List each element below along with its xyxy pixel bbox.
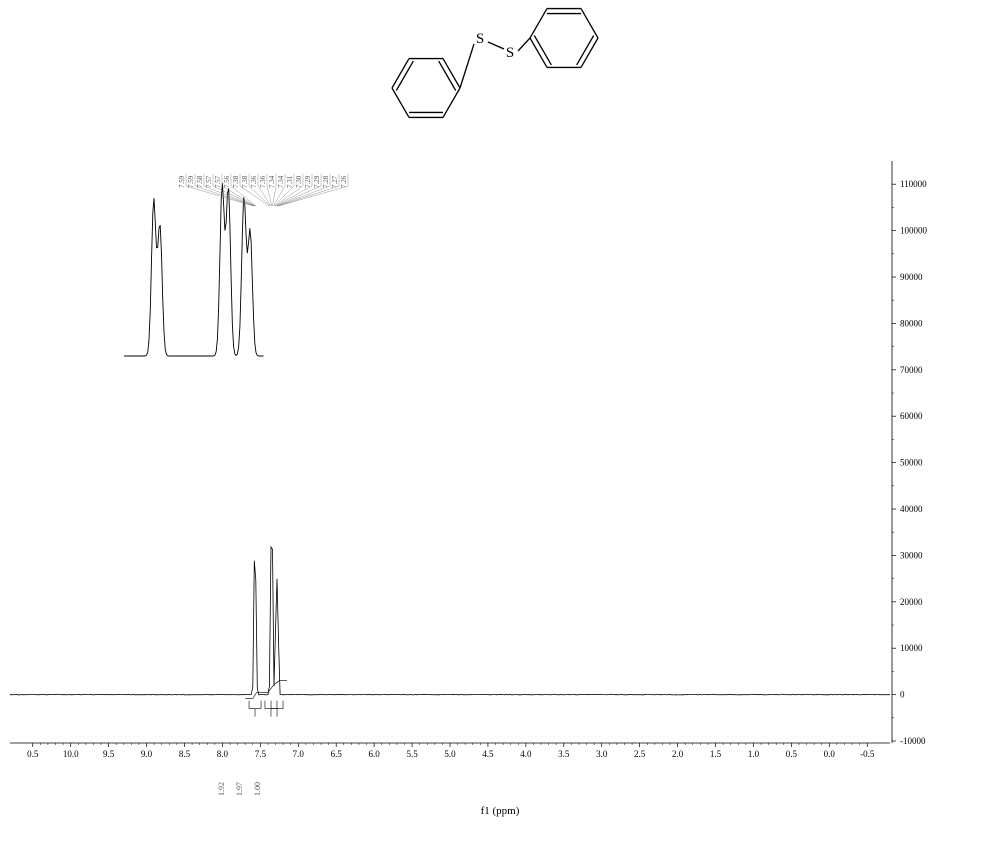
integration-label: 1.97	[235, 782, 244, 796]
svg-text:2.0: 2.0	[672, 749, 684, 759]
svg-text:5.5: 5.5	[406, 749, 418, 759]
svg-text:6.0: 6.0	[369, 749, 381, 759]
svg-text:4.0: 4.0	[520, 749, 532, 759]
svg-text:4.5: 4.5	[482, 749, 494, 759]
svg-text:110000: 110000	[900, 179, 927, 189]
xaxis-label: f1 (ppm)	[0, 805, 1000, 817]
svg-text:50000: 50000	[900, 458, 923, 468]
svg-text:90000: 90000	[900, 272, 923, 282]
svg-text:70000: 70000	[900, 365, 923, 375]
svg-text:9.5: 9.5	[103, 749, 115, 759]
svg-text:1.5: 1.5	[710, 749, 722, 759]
svg-text:1.0: 1.0	[748, 749, 760, 759]
svg-text:60000: 60000	[900, 411, 923, 421]
svg-text:30000: 30000	[900, 550, 923, 560]
svg-text:40000: 40000	[900, 504, 923, 514]
svg-text:S: S	[506, 45, 514, 61]
integration-label: 1.00	[253, 782, 262, 796]
svg-text:9.0: 9.0	[141, 749, 153, 759]
svg-text:8.5: 8.5	[179, 749, 191, 759]
svg-text:20000: 20000	[900, 597, 923, 607]
svg-text:-10000: -10000	[900, 736, 926, 746]
svg-text:100000: 100000	[900, 226, 928, 236]
plot-svg: 0.510.09.59.08.58.07.57.06.56.05.55.04.5…	[5, 156, 945, 776]
svg-text:3.0: 3.0	[596, 749, 608, 759]
svg-text:0.0: 0.0	[824, 749, 836, 759]
nmr-spectrum-plot: 0.510.09.59.08.58.07.57.06.56.05.55.04.5…	[5, 156, 945, 776]
integration-label-block: 1.921.971.00	[226, 756, 306, 796]
svg-text:S: S	[476, 31, 484, 47]
svg-text:6.5: 6.5	[331, 749, 343, 759]
molecule-structure: SS	[330, 0, 660, 150]
svg-text:80000: 80000	[900, 318, 923, 328]
svg-text:2.5: 2.5	[634, 749, 646, 759]
svg-text:10000: 10000	[900, 643, 923, 653]
svg-text:-0.5: -0.5	[860, 749, 875, 759]
integration-curve	[245, 681, 287, 699]
spectrum-inset	[124, 183, 263, 356]
svg-text:0.5: 0.5	[786, 749, 798, 759]
svg-text:5.0: 5.0	[444, 749, 456, 759]
svg-text:0: 0	[900, 690, 905, 700]
svg-text:10.0: 10.0	[63, 749, 79, 759]
integration-label: 1.92	[217, 782, 226, 796]
svg-text:0.5: 0.5	[27, 749, 39, 759]
svg-text:3.5: 3.5	[558, 749, 570, 759]
spectrum-trace	[10, 547, 890, 695]
